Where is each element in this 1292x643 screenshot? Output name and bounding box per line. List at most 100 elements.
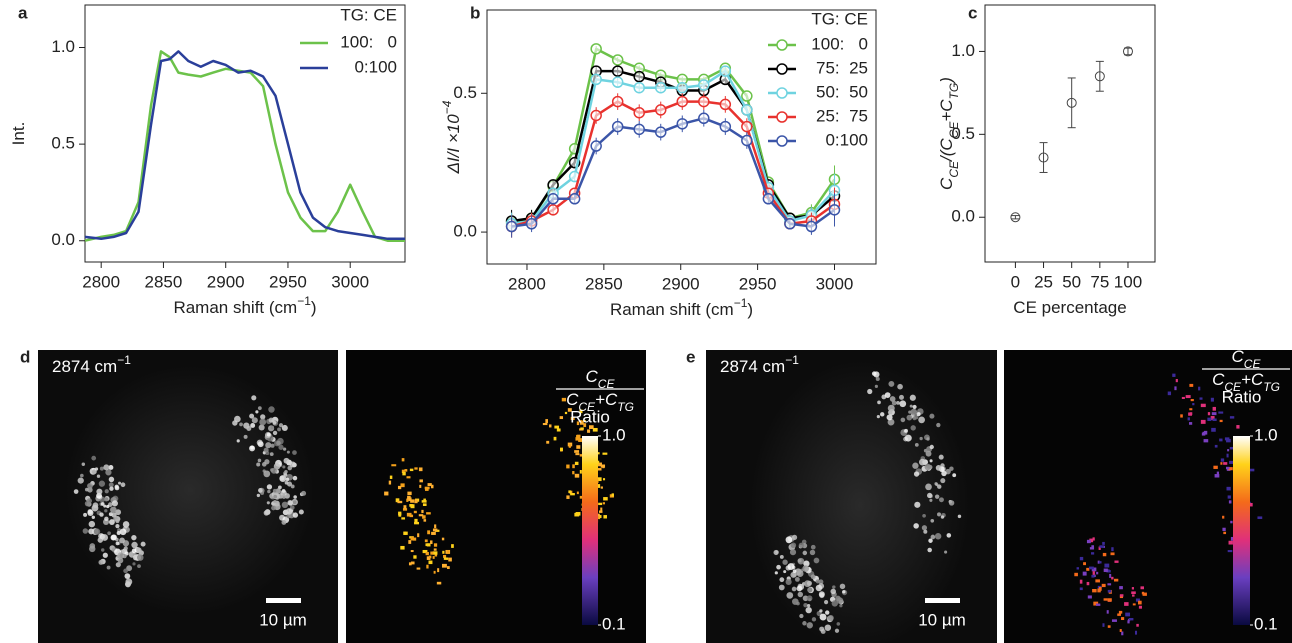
lipid-droplet xyxy=(281,494,287,499)
lipid-droplet xyxy=(836,622,841,626)
lipid-droplet xyxy=(797,557,805,565)
marker xyxy=(633,123,645,136)
lipid-droplet xyxy=(904,434,912,442)
ratio-pixel xyxy=(1113,578,1119,582)
ratio-pixel xyxy=(406,498,409,502)
lipid-droplet xyxy=(929,413,935,419)
ratio-pixel xyxy=(1087,595,1092,599)
ratio-pixel xyxy=(1083,562,1086,566)
point xyxy=(1038,152,1049,163)
lipid-droplet xyxy=(819,626,825,632)
lipid-droplet xyxy=(929,459,933,463)
panel-label: d xyxy=(20,347,30,366)
lipid-droplet xyxy=(824,624,832,631)
ratio-pixel xyxy=(564,411,568,415)
lipid-droplet xyxy=(940,478,946,484)
lipid-droplet xyxy=(257,406,262,411)
ratio-pixel xyxy=(430,484,434,489)
ratio-pixel xyxy=(602,502,605,505)
y-tick-label: 1.0 xyxy=(951,41,975,60)
lipid-droplet xyxy=(926,437,930,441)
ratio-pixel xyxy=(1096,571,1099,575)
lipid-droplet xyxy=(137,564,141,569)
lipid-droplet xyxy=(832,585,836,589)
marker xyxy=(719,98,732,111)
ratio-pixel xyxy=(422,503,427,506)
lipid-droplet xyxy=(825,610,830,615)
lipid-droplet xyxy=(91,455,97,461)
ratio-pixel xyxy=(410,504,415,509)
lipid-droplet xyxy=(887,404,895,412)
ratio-pixel xyxy=(443,557,449,560)
lipid-droplet xyxy=(132,562,136,566)
lipid-droplet xyxy=(268,417,274,423)
lipid-droplet xyxy=(783,570,787,574)
series-line xyxy=(511,69,836,225)
text-part: +C xyxy=(595,390,618,409)
lipid-droplet xyxy=(111,500,119,507)
series-line xyxy=(511,100,836,228)
ratio-pixel xyxy=(546,440,550,444)
lipid-droplet xyxy=(290,484,295,489)
y-tick-label: 0.0 xyxy=(453,222,477,241)
lipid-droplet xyxy=(81,462,86,466)
lipid-droplet xyxy=(807,604,811,608)
lipid-droplet xyxy=(912,416,917,421)
subscript: CE xyxy=(1224,380,1242,394)
ratio-pixel xyxy=(1107,598,1112,602)
ratio-pixel xyxy=(424,486,430,490)
lipid-droplet xyxy=(802,550,808,556)
panel-label: a xyxy=(18,3,28,22)
lipid-droplet xyxy=(842,590,846,594)
lipid-droplet xyxy=(115,524,120,529)
lipid-droplet xyxy=(796,570,804,577)
x-tick-label: 2800 xyxy=(508,274,546,293)
lipid-droplet xyxy=(115,541,120,546)
ratio-pixel xyxy=(410,550,414,553)
lipid-droplet xyxy=(132,554,139,561)
lipid-droplet xyxy=(98,559,104,565)
lipid-droplet xyxy=(277,427,281,432)
ratio-label: Ratio xyxy=(1222,387,1262,406)
ratio-pixel xyxy=(1091,574,1095,578)
lipid-droplet xyxy=(913,523,919,529)
lipid-droplet xyxy=(913,471,920,477)
lipid-droplet xyxy=(99,466,104,471)
ratio-pixel xyxy=(395,498,400,503)
lipid-droplet xyxy=(909,394,916,401)
ratio-pixel xyxy=(1249,468,1255,472)
ratio-pixel xyxy=(1228,467,1233,471)
ratio-pixel xyxy=(587,429,591,433)
x-tick-label: 75 xyxy=(1090,272,1109,291)
lipid-droplet xyxy=(123,546,128,551)
marker xyxy=(676,81,689,94)
marker xyxy=(719,120,732,133)
lipid-droplet xyxy=(801,539,807,545)
marker xyxy=(547,204,559,216)
lipid-droplet xyxy=(914,501,921,508)
lipid-droplet xyxy=(289,461,296,468)
lipid-droplet xyxy=(257,458,262,463)
lipid-droplet xyxy=(782,559,788,565)
ratio-pixel xyxy=(1190,398,1194,402)
lipid-droplet xyxy=(126,565,133,572)
lipid-droplet xyxy=(889,396,896,402)
colorbar-tick-label: 0.1 xyxy=(602,614,626,633)
ratio-pixel xyxy=(1098,546,1101,550)
ratio-pixel xyxy=(597,462,602,467)
y-axis-label: Int. xyxy=(9,122,28,146)
ratio-pixel xyxy=(401,517,406,520)
ratio-pixel xyxy=(592,427,598,432)
subscript: TG xyxy=(1263,380,1280,394)
ratio-pixel xyxy=(403,531,407,535)
lipid-droplet xyxy=(101,548,105,552)
marker xyxy=(568,193,581,205)
series-line xyxy=(511,69,836,223)
ratio-pixel xyxy=(576,421,580,426)
marker xyxy=(633,81,645,94)
ratio-pixel xyxy=(421,500,427,503)
series-line xyxy=(84,50,405,241)
superscript: −4 xyxy=(440,100,454,114)
marker xyxy=(525,217,538,230)
lipid-droplet xyxy=(803,560,810,567)
